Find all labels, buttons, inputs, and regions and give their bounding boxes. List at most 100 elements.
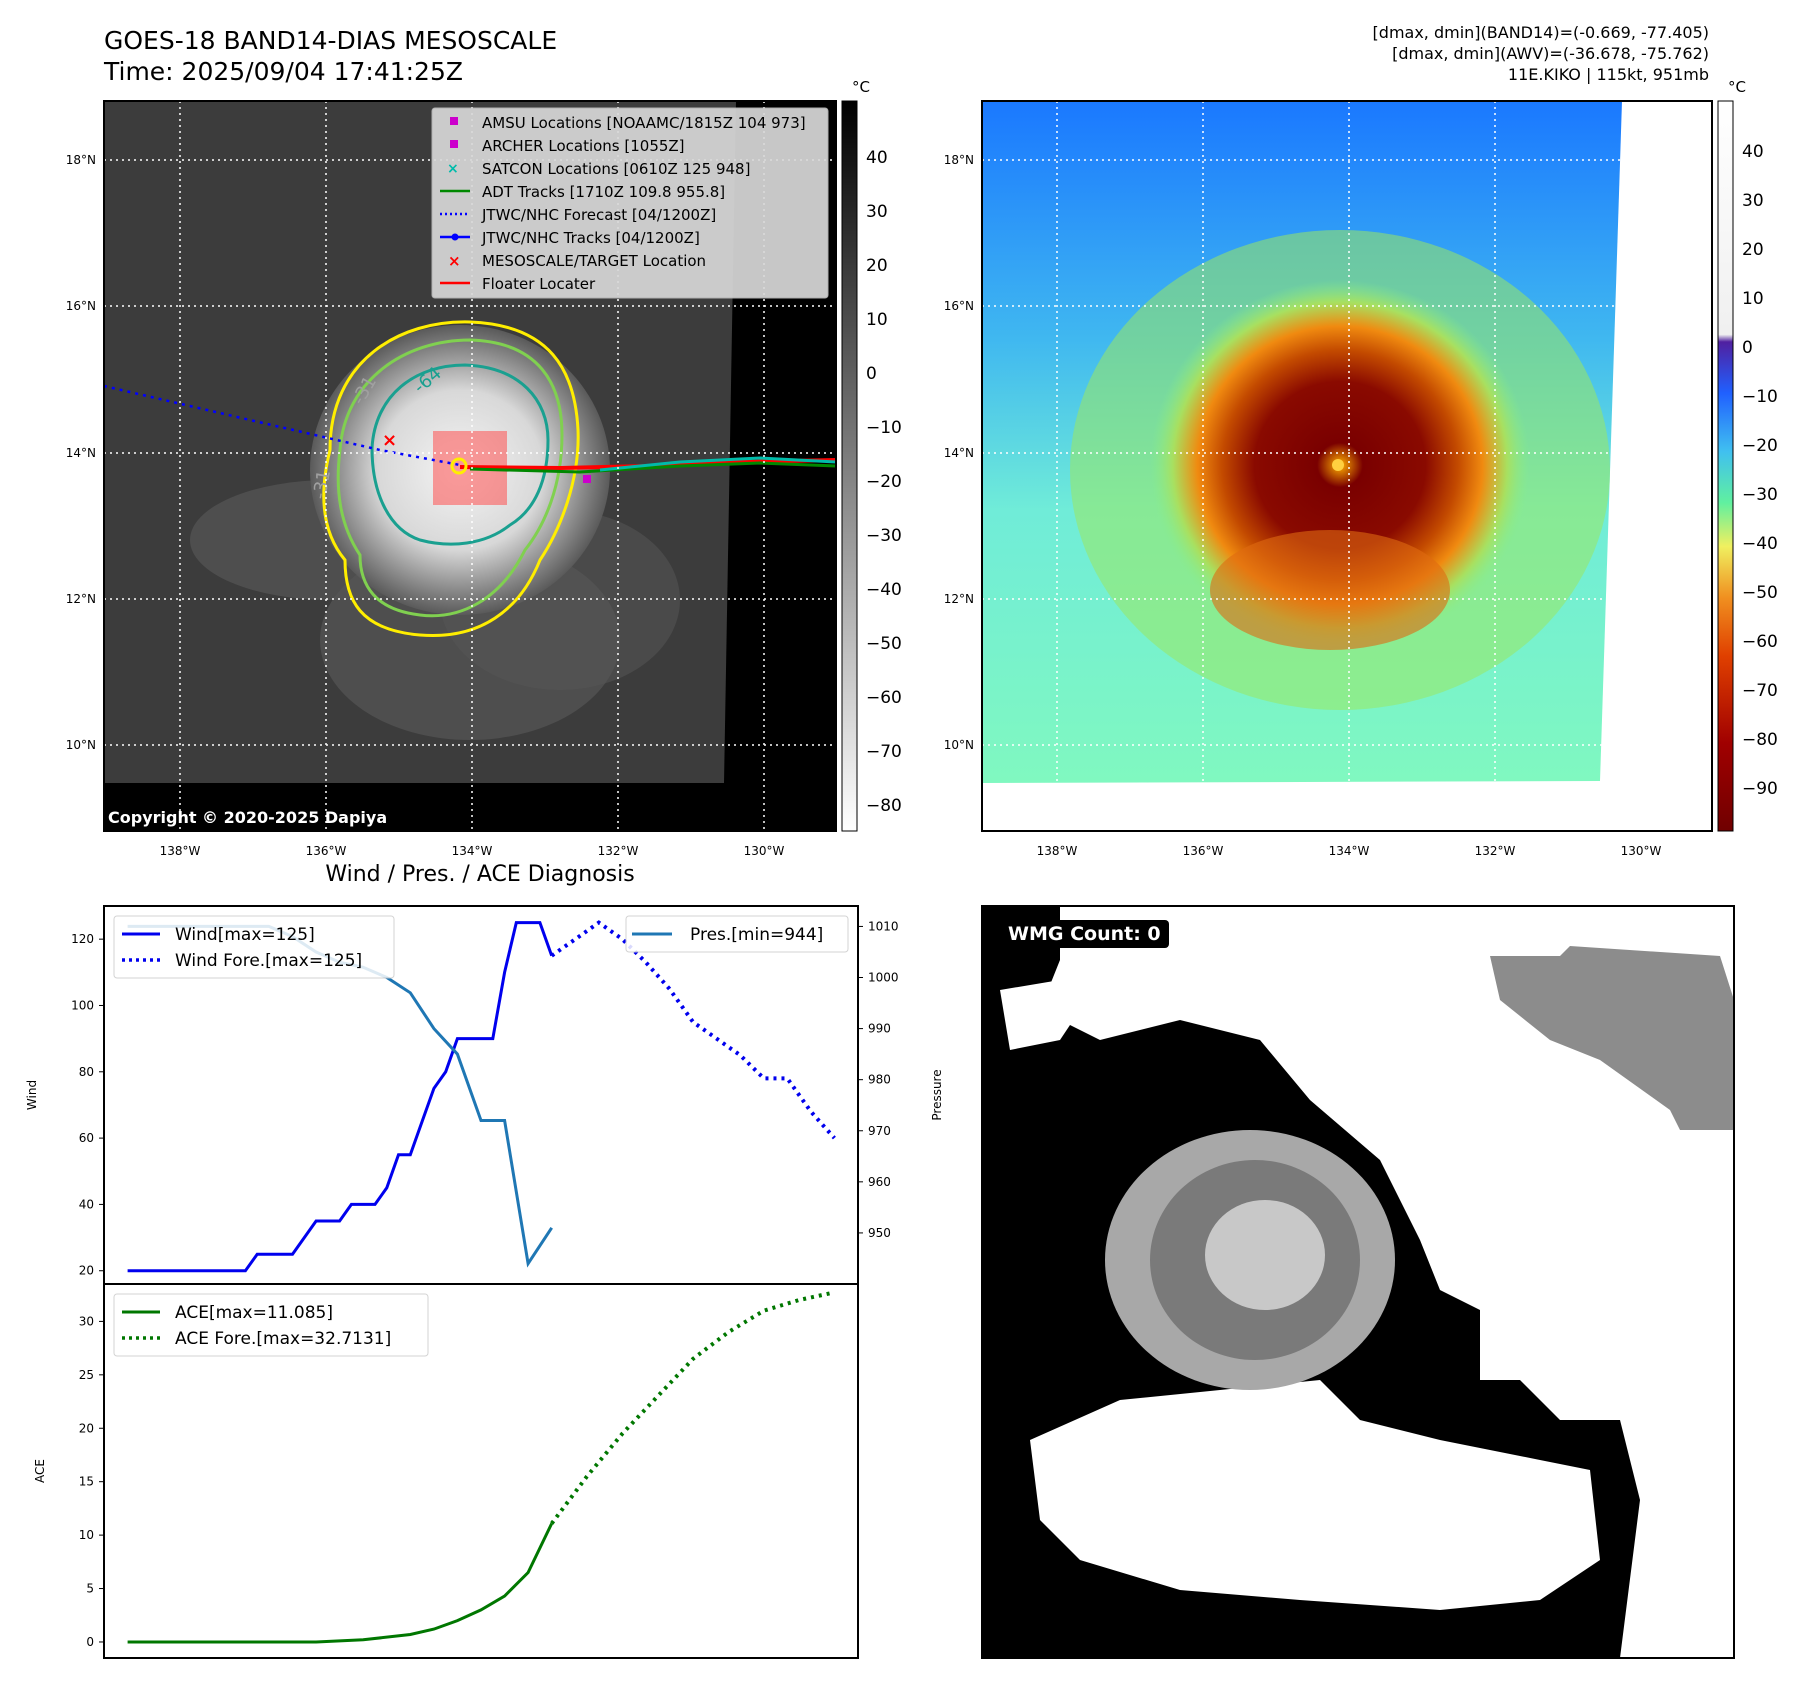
legend-floater: Floater Locater: [482, 275, 596, 293]
color-rainband: [1210, 530, 1450, 650]
lat-label-14n: 14°N: [66, 446, 96, 460]
gray-colorbar: °C 40 30 20 10 0 −10 −20 −30 −40 −50 −60…: [841, 78, 902, 832]
wmg-inner-core: [1205, 1200, 1325, 1310]
ace-forecast-series-line: [550, 1290, 835, 1525]
color-colorbar: °C 40 30 20 10 0 −10 −20 −30 −40 −50 −60…: [1717, 78, 1778, 832]
ace-legend: ACE[max=11.085] ACE Fore.[max=32.7131]: [113, 1293, 429, 1357]
lon-label-130w: 130°W: [744, 844, 785, 858]
ace-ytick-label: 25: [79, 1368, 94, 1382]
legend-satcon: SATCON Locations [0610Z 125 948]: [482, 160, 750, 178]
wind-forecast-series-line: [550, 920, 836, 1140]
pressure-ytick-label: 970: [868, 1124, 891, 1138]
page-title: GOES-18 BAND14-DIAS MESOSCALE: [104, 26, 558, 55]
ace-ytick-label: 5: [86, 1582, 94, 1596]
legend-target-icon: ×: [448, 252, 461, 270]
ir-map-frame: [103, 100, 837, 832]
legend-forecast: JTWC/NHC Forecast [04/1200Z]: [481, 206, 716, 224]
gray-tick-10: −60: [866, 688, 902, 708]
gray-tick-6: −20: [866, 472, 902, 492]
gray-tick-4: 0: [866, 364, 877, 384]
gray-colorbar-ticks: 40 30 20 10 0 −10 −20 −30 −40 −50 −60 −7…: [866, 148, 902, 816]
ir-map-lat-labels: 18°N 16°N 14°N 12°N 10°N: [66, 153, 96, 752]
ace-yticks: 0 5 10 15 20 25 30: [79, 1314, 104, 1649]
wmg-count-label: WMG Count: 0: [1000, 920, 1169, 948]
eye-marker: [450, 457, 468, 475]
color-tick-8: −40: [1742, 534, 1778, 554]
wind-series-line: [127, 921, 554, 1273]
lat-label-12n: 12°N: [66, 592, 96, 606]
pressure-legend: Pres.[min=944]: [625, 915, 849, 953]
pressure-ytick-label: 1000: [868, 971, 899, 985]
clat-label-18n: 18°N: [944, 153, 974, 167]
clon-label-132w: 132°W: [1475, 844, 1516, 858]
info-line-awv: [dmax, dmin](AWV)=(-36.678, -75.762): [1392, 44, 1709, 63]
lon-label-132w: 132°W: [598, 844, 639, 858]
color-tick-3: 10: [1742, 289, 1764, 309]
gray-tick-0: 40: [866, 148, 888, 168]
color-tick-11: −70: [1742, 681, 1778, 701]
color-tick-4: 0: [1742, 338, 1753, 358]
wind-legend: Wind[max=125] Wind Fore.[max=125]: [113, 915, 395, 979]
legend-amsu: AMSU Locations [NOAAMC/1815Z 104 973]: [482, 114, 806, 132]
ace-axis-label: ACE: [33, 1459, 47, 1483]
legend-amsu-icon: [450, 117, 458, 125]
contour-green: [336, 338, 564, 618]
contour-label-31-lower: -31: [309, 468, 335, 501]
wmg-gray-region: [1490, 946, 1734, 1130]
lat-label-18n: 18°N: [66, 153, 96, 167]
gray-tick-8: −40: [866, 580, 902, 600]
clat-label-16n: 16°N: [944, 299, 974, 313]
adt-track: [469, 461, 837, 474]
color-tick-10: −60: [1742, 632, 1778, 652]
gray-tick-5: −10: [866, 418, 902, 438]
color-map-lat-labels: 18°N 16°N 14°N 12°N 10°N: [944, 153, 974, 752]
clon-label-138w: 138°W: [1037, 844, 1078, 858]
gray-tick-11: −70: [866, 742, 902, 762]
legend-satcon-icon: ×: [447, 161, 459, 177]
color-eye: [1332, 459, 1344, 471]
ir-map-panel: -31 -64 -31 × 18°N 16°N 14°N 12°N 10: [66, 100, 837, 858]
color-colorbar-unit: °C: [1728, 78, 1746, 96]
ace-lines: [127, 1290, 835, 1644]
lon-label-134w: 134°W: [452, 844, 493, 858]
clon-label-134w: 134°W: [1329, 844, 1370, 858]
legend-pressure: Pres.[min=944]: [690, 925, 823, 945]
clat-label-14n: 14°N: [944, 446, 974, 460]
legend-adt: ADT Tracks [1710Z 109.8 955.8]: [482, 183, 725, 201]
pressure-ytick-label: 1010: [868, 919, 899, 933]
legend-target: MESOSCALE/TARGET Location: [482, 252, 706, 270]
info-block: [dmax, dmin](BAND14)=(-0.669, -77.405) […: [1373, 22, 1709, 85]
color-tick-6: −20: [1742, 436, 1778, 456]
lat-label-10n: 10°N: [66, 738, 96, 752]
clat-label-10n: 10°N: [944, 738, 974, 752]
wmg-white-band: [1030, 1380, 1600, 1610]
ace-series-line: [127, 1522, 554, 1644]
color-tick-12: −80: [1742, 730, 1778, 750]
ace-ytick-label: 0: [86, 1635, 94, 1649]
legend-archer: ARCHER Locations [1055Z]: [482, 137, 685, 155]
wind-pressure-chart: 20 40 60 80 100 120 950 960 970 980 990 1000 1010 W…: [25, 905, 944, 1285]
wind-yticks: 20 40 60 80 100 120: [71, 932, 104, 1278]
ace-ytick-label: 30: [79, 1314, 94, 1328]
gray-tick-3: 10: [866, 310, 888, 330]
satcon-track: [599, 456, 837, 472]
legend-tracks: JTWC/NHC Tracks [04/1200Z]: [481, 229, 700, 247]
pressure-ytick-label: 950: [868, 1226, 891, 1240]
gray-tick-1: 30: [866, 202, 888, 222]
info-line-storm: 11E.KIKO | 115kt, 951mb: [1507, 65, 1709, 84]
diagnosis-chart-title: Wind / Pres. / ACE Diagnosis: [325, 862, 635, 887]
color-tick-1: 30: [1742, 191, 1764, 211]
wind-ytick-label: 20: [79, 1264, 94, 1278]
jtwc-forecast-track: [103, 384, 461, 467]
contour-yellow: [322, 320, 580, 638]
pressure-ytick-label: 990: [868, 1022, 891, 1036]
color-tick-9: −50: [1742, 583, 1778, 603]
wind-axis-label: Wind: [25, 1080, 39, 1110]
legend-wind: Wind[max=125]: [175, 925, 315, 945]
wind-ytick-label: 60: [79, 1131, 94, 1145]
color-map-lon-labels: 138°W 136°W 134°W 132°W 130°W: [1037, 844, 1662, 858]
ace-ytick-label: 20: [79, 1421, 94, 1435]
clon-label-136w: 136°W: [1183, 844, 1224, 858]
color-map-panel: 18°N 16°N 14°N 12°N 10°N 138°W 136°W 134…: [944, 100, 1713, 858]
